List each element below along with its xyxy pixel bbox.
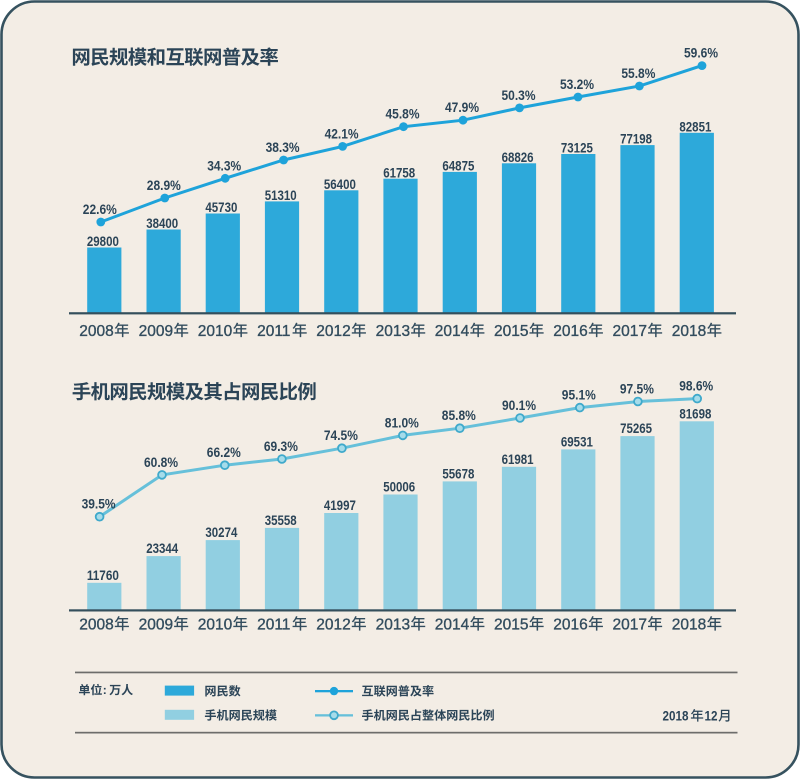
svg-text:2018: 2018 xyxy=(672,616,706,633)
svg-text:38400: 38400 xyxy=(146,216,178,231)
svg-text:11760: 11760 xyxy=(87,568,119,583)
svg-text:81698: 81698 xyxy=(679,406,711,421)
svg-text:2011: 2011 xyxy=(257,323,290,340)
svg-text:2009: 2009 xyxy=(139,323,173,340)
svg-text:35558: 35558 xyxy=(265,513,297,528)
svg-text:2015: 2015 xyxy=(494,323,528,340)
svg-text:30274: 30274 xyxy=(205,525,237,540)
svg-text:45.8%: 45.8% xyxy=(386,107,420,122)
svg-text:98.6%: 98.6% xyxy=(679,379,713,394)
svg-text:23344: 23344 xyxy=(146,541,178,556)
svg-text:2012: 2012 xyxy=(316,323,350,340)
svg-text:64875: 64875 xyxy=(442,159,474,174)
svg-text:53.2%: 53.2% xyxy=(560,77,594,92)
svg-text:74.5%: 74.5% xyxy=(324,428,358,443)
svg-text:59.6%: 59.6% xyxy=(684,46,718,61)
svg-text:2008: 2008 xyxy=(79,616,113,633)
svg-text:97.5%: 97.5% xyxy=(620,382,654,397)
svg-text:29800: 29800 xyxy=(87,234,119,249)
svg-text:51310: 51310 xyxy=(265,188,297,203)
svg-text:2016: 2016 xyxy=(553,323,587,340)
svg-text:2009: 2009 xyxy=(139,616,173,633)
svg-text:2013: 2013 xyxy=(376,616,410,633)
svg-text:22.6%: 22.6% xyxy=(83,202,117,217)
svg-text:82851: 82851 xyxy=(679,119,711,134)
svg-text:61758: 61758 xyxy=(383,165,415,180)
svg-text:2018: 2018 xyxy=(663,709,689,724)
svg-text:2014: 2014 xyxy=(435,616,470,633)
svg-text:38.3%: 38.3% xyxy=(266,140,300,155)
svg-text:12: 12 xyxy=(705,709,718,724)
svg-text:2018: 2018 xyxy=(672,323,706,340)
svg-text:28.9%: 28.9% xyxy=(147,178,181,193)
svg-text:66.2%: 66.2% xyxy=(207,445,241,460)
svg-text:55678: 55678 xyxy=(442,466,474,481)
svg-text:2008: 2008 xyxy=(79,323,113,340)
svg-text::: : xyxy=(103,683,107,697)
svg-text:73125: 73125 xyxy=(561,141,593,156)
svg-text:45730: 45730 xyxy=(205,200,237,215)
svg-text:2011: 2011 xyxy=(257,616,290,633)
svg-text:75265: 75265 xyxy=(620,421,652,436)
svg-text:2013: 2013 xyxy=(376,323,410,340)
svg-text:2014: 2014 xyxy=(435,323,470,340)
svg-text:77198: 77198 xyxy=(620,132,652,147)
svg-text:2010: 2010 xyxy=(198,616,233,633)
svg-text:69.3%: 69.3% xyxy=(264,439,298,454)
svg-text:2016: 2016 xyxy=(553,616,587,633)
svg-text:50006: 50006 xyxy=(383,480,415,495)
svg-text:81.0%: 81.0% xyxy=(385,415,419,430)
svg-text:2017: 2017 xyxy=(613,323,647,340)
svg-text:95.1%: 95.1% xyxy=(562,388,596,403)
svg-text:61981: 61981 xyxy=(502,452,534,467)
svg-text:56400: 56400 xyxy=(324,177,356,192)
svg-text:2015: 2015 xyxy=(494,616,528,633)
svg-text:2010: 2010 xyxy=(198,323,233,340)
svg-text:2017: 2017 xyxy=(613,616,647,633)
svg-text:85.8%: 85.8% xyxy=(442,408,476,423)
svg-text:55.8%: 55.8% xyxy=(621,66,655,81)
svg-text:2012: 2012 xyxy=(316,616,350,633)
svg-text:41997: 41997 xyxy=(324,498,356,513)
svg-text:34.3%: 34.3% xyxy=(207,158,241,173)
svg-text:39.5%: 39.5% xyxy=(82,497,116,512)
svg-text:68826: 68826 xyxy=(502,150,534,165)
svg-text:60.8%: 60.8% xyxy=(144,455,178,470)
svg-text:90.1%: 90.1% xyxy=(502,398,536,413)
svg-text:50.3%: 50.3% xyxy=(502,88,536,103)
svg-text:42.1%: 42.1% xyxy=(325,126,359,141)
svg-text:69531: 69531 xyxy=(561,434,593,449)
svg-text:47.9%: 47.9% xyxy=(445,100,479,115)
